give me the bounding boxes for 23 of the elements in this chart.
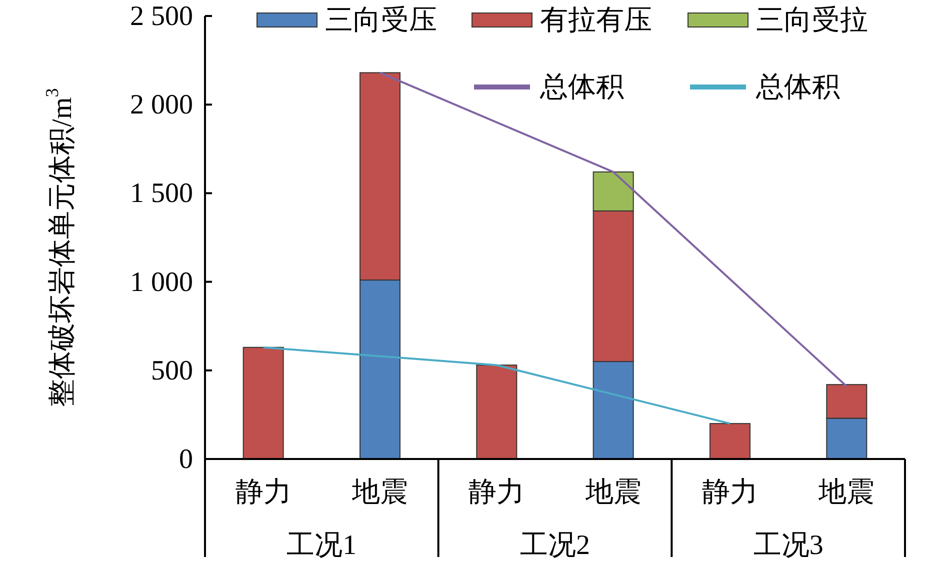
- y-tick-label: 0: [179, 444, 193, 474]
- text: 工况1: [286, 530, 357, 560]
- x-tick-label: 地震: [351, 476, 408, 508]
- legend-label: 三向受拉: [756, 4, 868, 36]
- x-tick-label: 静力: [468, 476, 525, 508]
- y-tick-label: 2 000: [130, 89, 193, 120]
- y-tick-label: 1 000: [130, 266, 193, 298]
- legend-label: 总体积: [539, 72, 624, 102]
- x-tick-label: 地震: [584, 476, 642, 508]
- legend-label: 总体积: [755, 72, 840, 102]
- y-tick-label: 1 500: [130, 178, 193, 209]
- x-tick-label: 静力: [702, 476, 758, 508]
- bar: [476, 364, 518, 460]
- legend-label: 三向受压: [325, 4, 437, 36]
- legend-label: 有拉有压: [540, 4, 652, 36]
- y-tick-label: 2 500: [130, 0, 193, 32]
- bar: [710, 423, 750, 460]
- text: 工况2: [520, 530, 590, 560]
- text: 工况3: [753, 530, 824, 560]
- x-tick-label: 静力: [235, 476, 292, 508]
- bar: [242, 346, 284, 460]
- x-tick-label: 地震: [818, 476, 875, 508]
- y-tick-label: 500: [151, 354, 193, 386]
